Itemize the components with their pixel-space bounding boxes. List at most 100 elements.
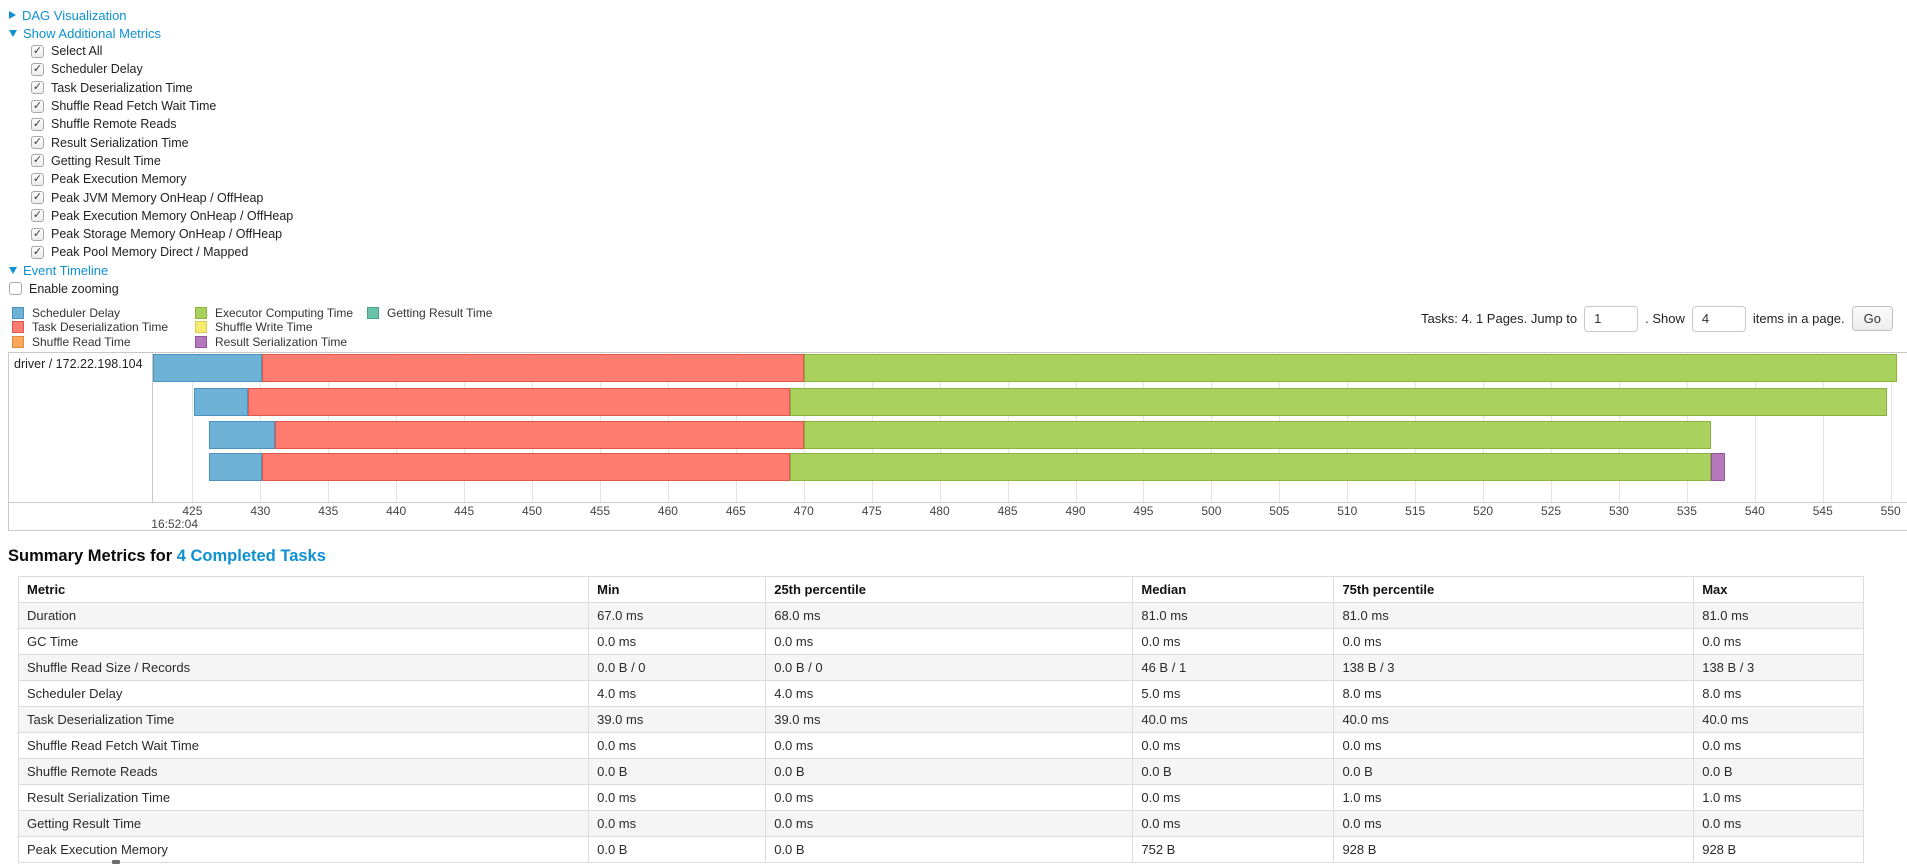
checkbox-checked-icon[interactable]: ✓ — [31, 136, 44, 150]
metric-checkbox-result-serialization-time[interactable]: ✓ Result Serialization Time — [31, 133, 1907, 151]
checkbox-checked-icon[interactable]: ✓ — [31, 227, 44, 241]
stage-controls: DAG Visualization Show Additional Metric… — [0, 0, 1907, 298]
items-per-page-input[interactable] — [1691, 305, 1746, 332]
enable-zooming-label: Enable zooming — [29, 281, 119, 296]
event-timeline-toggle[interactable]: Event Timeline — [9, 262, 1907, 280]
table-row-shuffle-remote-reads: Shuffle Remote Reads 0.0 B 0.0 B 0.0 B 0.0 B… — [17, 757, 1864, 785]
legend-shuffle-write-time: Shuffle Write Time — [195, 320, 367, 335]
metric-checkbox-label: Peak Execution Memory OnHeap / OffHeap — [51, 208, 294, 223]
metric-value-cell: 5.0 ms — [1132, 679, 1335, 707]
timeline-axis-labels: 425 430 435 440 445 450 455 460 465 470 475 480 485 4… — [151, 503, 1907, 531]
legend-label: Task Deserialization Time — [32, 320, 169, 335]
checkbox-checked-icon[interactable]: ✓ — [31, 154, 44, 168]
metric-value-cell: 0.0 ms — [765, 783, 1134, 811]
metric-value-cell: 1.0 ms — [1693, 783, 1864, 811]
legend-label: Shuffle Read Time — [32, 335, 131, 350]
checkbox-checked-icon[interactable]: ✓ — [31, 99, 44, 113]
table-row-task-deserialization-time: Task Deserialization Time 39.0 ms 39.0 ms 4… — [17, 705, 1864, 733]
metric-checkbox-shuffle-read-fetch-wait-time[interactable]: ✓ Shuffle Read Fetch Wait Time — [31, 97, 1907, 115]
checkbox-unchecked-icon[interactable] — [9, 282, 22, 296]
dag-visualization-toggle[interactable]: DAG Visualization — [9, 6, 1907, 24]
summary-heading-prefix: Summary Metrics for — [8, 546, 173, 565]
metric-checkbox-peak-jvm-memory-onheap-offheap[interactable]: ✓ Peak JVM Memory OnHeap / OffHeap — [31, 188, 1907, 206]
metric-checkbox-label: Getting Result Time — [51, 153, 161, 168]
metric-value-cell: 40.0 ms — [1333, 705, 1695, 733]
axis-tick-label: 435 — [318, 503, 339, 518]
checkbox-checked-icon[interactable]: ✓ — [31, 117, 44, 131]
axis-tick-label: 455 — [589, 503, 610, 518]
axis-start-time-label: 16:52:04 — [151, 516, 198, 531]
timeline-legend-bar: Scheduler Delay Task Deserialization Time… — [12, 305, 1907, 350]
metric-value-cell: 0.0 B / 0 — [765, 653, 1134, 681]
show-additional-metrics-label: Show Additional Metrics — [23, 25, 162, 41]
metric-checkbox-scheduler-delay[interactable]: ✓ Scheduler Delay — [31, 60, 1907, 78]
jump-to-page-input[interactable] — [1584, 305, 1639, 332]
metric-value-cell: 4.0 ms — [765, 679, 1134, 707]
metric-value-cell: 81.0 ms — [1132, 601, 1335, 629]
legend-label: Executor Computing Time — [215, 305, 354, 320]
task-bar — [153, 353, 1907, 382]
metric-value-cell: 0.0 B — [765, 757, 1134, 785]
metric-checkbox-peak-execution-memory-onheap-offheap[interactable]: ✓ Peak Execution Memory OnHeap / OffHeap — [31, 207, 1907, 225]
metric-value-cell: 0.0 ms — [1333, 809, 1695, 837]
metric-value-cell: 8.0 ms — [1333, 679, 1695, 707]
metric-value-cell: 0.0 ms — [588, 627, 767, 655]
axis-tick-label: 545 — [1812, 503, 1833, 518]
checkbox-checked-icon[interactable]: ✓ — [31, 172, 44, 186]
metric-checkbox-getting-result-time[interactable]: ✓ Getting Result Time — [31, 152, 1907, 170]
checkbox-checked-icon[interactable]: ✓ — [31, 191, 44, 205]
executor-computing-segment — [803, 353, 1898, 382]
event-timeline-chart: driver / 172.22.198.104 425 430 435 440 445 4… — [8, 351, 1907, 531]
task-pagination: Tasks: 4. 1 Pages. Jump to . Show items … — [1421, 305, 1893, 332]
column-header-75th-percentile: 75th percentile — [1333, 575, 1695, 603]
metric-value-cell: 81.0 ms — [1333, 601, 1695, 629]
metric-value-cell: 39.0 ms — [588, 705, 767, 733]
triangle-down-icon — [9, 267, 17, 275]
enable-zooming-checkbox[interactable]: Enable zooming — [9, 280, 1907, 298]
checkbox-checked-icon[interactable]: ✓ — [31, 81, 44, 95]
task-bar — [153, 452, 1907, 481]
metric-checkbox-select-all[interactable]: ✓ Select All — [31, 42, 1907, 60]
axis-tick-label: 550 — [1880, 503, 1901, 518]
scheduler-delay-segment — [153, 353, 262, 382]
metric-value-cell: 39.0 ms — [765, 705, 1134, 733]
metric-value-cell: 0.0 B / 0 — [588, 653, 767, 681]
table-row-shuffle-read-size-records: Shuffle Read Size / Records 0.0 B / 0 0.0 … — [17, 653, 1864, 681]
legend-label: Result Serialization Time — [215, 335, 348, 350]
metric-value-cell: 928 B — [1693, 835, 1864, 863]
scheduler-delay-segment — [193, 387, 249, 416]
gridline — [192, 352, 194, 502]
axis-tick-label: 495 — [1133, 503, 1154, 518]
checkbox-checked-icon[interactable]: ✓ — [31, 209, 44, 223]
checkbox-checked-icon[interactable]: ✓ — [31, 62, 44, 76]
metric-value-cell: 0.0 ms — [765, 809, 1134, 837]
metric-checkbox-task-deserialization-time[interactable]: ✓ Task Deserialization Time — [31, 79, 1907, 97]
triangle-down-icon — [9, 29, 17, 37]
gridline — [1754, 352, 1756, 502]
gridline — [1890, 352, 1892, 502]
checkbox-checked-icon[interactable]: ✓ — [31, 245, 44, 259]
metric-checkbox-label: Task Deserialization Time — [51, 80, 193, 95]
metric-checkbox-peak-execution-memory[interactable]: ✓ Peak Execution Memory — [31, 170, 1907, 188]
metric-name-cell: Getting Result Time — [17, 809, 590, 837]
tasks-count-text: Tasks: 4. 1 Pages. Jump to — [1421, 311, 1578, 327]
metric-checkbox-label: Shuffle Remote Reads — [51, 117, 177, 132]
column-header-25th-percentile: 25th percentile — [765, 575, 1134, 603]
scheduler_delay-swatch-icon — [12, 306, 24, 319]
show-additional-metrics-toggle[interactable]: Show Additional Metrics — [9, 24, 1907, 42]
go-button[interactable]: Go — [1851, 306, 1893, 332]
metric-checkbox-peak-storage-memory-onheap-offheap[interactable]: ✓ Peak Storage Memory OnHeap / OffHeap — [31, 225, 1907, 243]
metric-checkbox-label: Select All — [51, 44, 103, 59]
metric-value-cell: 0.0 B — [1333, 757, 1695, 785]
axis-tick-label: 470 — [793, 503, 814, 518]
executor-row-label: driver / 172.22.198.104 — [9, 352, 153, 502]
metric-value-cell: 0.0 ms — [1693, 731, 1864, 759]
metric-checkbox-peak-pool-memory-direct-mapped[interactable]: ✓ Peak Pool Memory Direct / Mapped — [31, 243, 1907, 261]
metric-checkbox-label: Shuffle Read Fetch Wait Time — [51, 99, 217, 114]
metric-checkbox-shuffle-remote-reads[interactable]: ✓ Shuffle Remote Reads — [31, 115, 1907, 133]
metric-value-cell: 0.0 ms — [1132, 783, 1335, 811]
checkbox-checked-icon[interactable]: ✓ — [31, 44, 44, 58]
metric-value-cell: 8.0 ms — [1693, 679, 1864, 707]
completed-tasks-link[interactable]: 4 Completed Tasks — [176, 546, 326, 565]
metric-name-cell: Task Deserialization Time — [17, 705, 590, 733]
